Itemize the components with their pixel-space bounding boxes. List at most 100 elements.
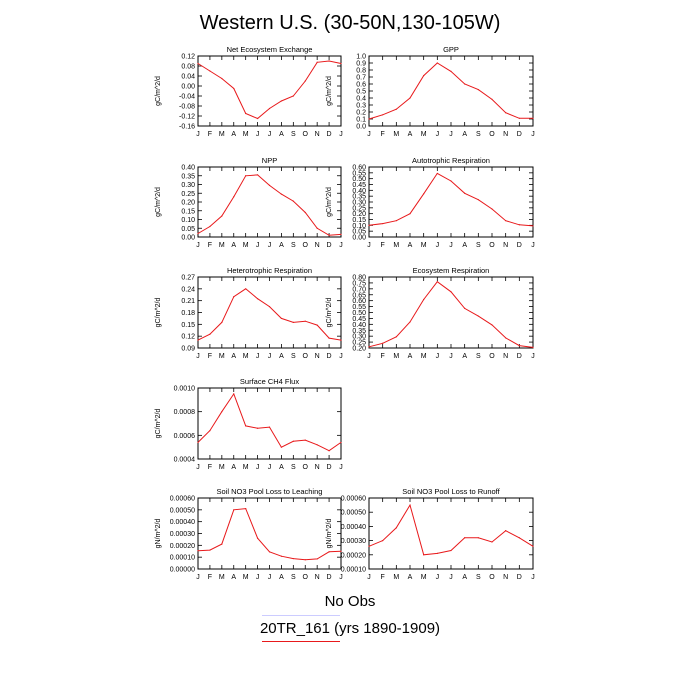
data-point — [292, 95, 294, 97]
data-point — [436, 172, 438, 175]
x-tick-label-J: J — [436, 353, 440, 360]
data-point — [233, 296, 235, 298]
x-tick-label-A: A — [462, 574, 467, 581]
data-point — [197, 62, 199, 65]
y-tick-label: 0.45 — [352, 182, 366, 189]
y-tick-label: 0.5 — [356, 89, 366, 96]
x-tick-label-A: A — [408, 131, 413, 138]
data-point — [518, 345, 520, 347]
data-point — [477, 199, 479, 201]
panel-title: NPP — [262, 156, 277, 165]
data-point — [450, 549, 452, 552]
data-point — [197, 550, 199, 552]
series-line — [197, 174, 342, 236]
x-tick-label-M: M — [421, 353, 427, 360]
y-tick-label: 0.00040 — [170, 519, 195, 526]
y-tick-label: 0.15 — [352, 217, 366, 224]
x-tick-label-J: J — [268, 353, 272, 360]
y-tick-label: 0.00030 — [341, 538, 366, 545]
data-point — [280, 317, 283, 320]
x-tick-label-J: J — [196, 574, 200, 581]
data-point — [256, 427, 259, 429]
y-tick-label: 0.7 — [356, 75, 366, 82]
data-point — [505, 530, 507, 532]
y-tick-label: 0.70 — [352, 286, 366, 293]
x-tick-label-A: A — [279, 464, 284, 471]
data-point — [436, 552, 438, 554]
data-point — [340, 233, 342, 235]
x-tick-label-A: A — [231, 131, 236, 138]
data-point — [368, 346, 370, 348]
x-tick-label-J: J — [196, 131, 200, 138]
data-point — [256, 174, 259, 176]
data-point — [395, 527, 397, 529]
data-point — [368, 545, 370, 547]
x-tick-label-N: N — [503, 353, 508, 360]
panel-3: NPP gC/m^2/d 0.400.35 0.30 0.25 0.200.15 0.10 0… — [155, 156, 343, 249]
y-tick-label: -0.08 — [179, 104, 195, 111]
panel-title: Ecosystem Respiration — [413, 266, 490, 275]
x-tick-label-J: J — [256, 353, 260, 360]
y-tick-label: 0.24 — [181, 286, 195, 293]
y-tick-label: 0.04 — [181, 74, 195, 81]
x-tick-label-S: S — [476, 574, 481, 581]
x-tick-label-F: F — [381, 131, 385, 138]
y-tick-label: 0.60 — [352, 165, 366, 172]
panel-title: Soil NO3 Pool Loss to Runoff — [402, 487, 500, 496]
data-point — [268, 551, 271, 553]
y-tick-label: 0.6 — [356, 82, 366, 89]
x-tick-label-M: M — [219, 131, 225, 138]
y-tick-label: 0.20 — [352, 346, 366, 353]
y-tick-label: 0.10 — [181, 217, 195, 224]
data-point — [245, 508, 247, 510]
x-tick-label-A: A — [231, 464, 236, 471]
data-point — [292, 557, 294, 560]
data-point — [491, 208, 493, 210]
y-tick-label: 0.00050 — [341, 510, 366, 517]
x-tick-label-J: J — [339, 242, 343, 249]
data-point — [233, 393, 235, 395]
x-tick-label-J: J — [531, 353, 535, 360]
data-point — [268, 184, 271, 186]
x-tick-label-M: M — [393, 131, 399, 138]
x-tick-label-D: D — [517, 242, 522, 249]
data-point — [532, 225, 534, 227]
y-axis-label: gN/m^2/d — [326, 519, 333, 549]
data-point — [197, 339, 199, 341]
data-point — [280, 100, 283, 102]
x-tick-label-J: J — [436, 574, 440, 581]
x-tick-label-D: D — [327, 574, 332, 581]
data-point — [316, 444, 318, 446]
x-tick-label-A: A — [462, 242, 467, 249]
data-point — [477, 89, 479, 91]
x-tick-label-A: A — [231, 574, 236, 581]
data-point — [464, 537, 466, 539]
y-tick-label: 0.25 — [352, 205, 366, 212]
x-tick-label-J: J — [449, 353, 453, 360]
data-point — [409, 504, 411, 506]
series-line — [197, 392, 342, 452]
x-tick-label-F: F — [208, 353, 212, 360]
y-tick-label: 0.00060 — [341, 496, 366, 503]
x-tick-label-M: M — [243, 574, 249, 581]
data-point — [505, 112, 507, 114]
y-axis-label: gC/m^2/d — [155, 76, 162, 106]
y-tick-label: 0.60 — [352, 298, 366, 305]
x-tick-label-A: A — [462, 353, 467, 360]
data-point — [505, 220, 507, 222]
x-tick-label-F: F — [381, 242, 385, 249]
panel-4: Autotrophic RespirationgC/m^2/d0.600.550… — [326, 156, 535, 249]
series-line — [197, 288, 342, 341]
legend-no-obs-line — [262, 615, 340, 616]
y-axis-label: gC/m^2/d — [326, 298, 333, 328]
y-tick-label: 0.3 — [356, 103, 366, 110]
data-point — [340, 441, 342, 444]
data-point — [304, 320, 306, 322]
y-tick-label: 0.00020 — [170, 543, 195, 550]
data-point — [518, 117, 520, 119]
data-point — [245, 112, 247, 115]
x-tick-label-S: S — [476, 353, 481, 360]
data-point — [256, 537, 259, 539]
y-tick-label: 0.08 — [181, 64, 195, 71]
data-point — [221, 411, 223, 413]
